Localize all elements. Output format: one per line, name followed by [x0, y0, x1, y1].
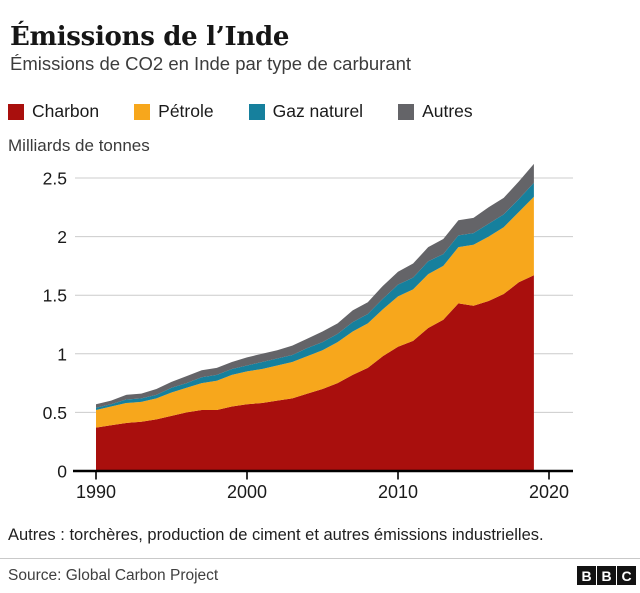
source-credit: Source: Global Carbon Project: [8, 566, 219, 584]
x-tick-label: 2000: [227, 482, 267, 502]
bbc-logo-letter: C: [617, 566, 636, 585]
legend-label: Gaz naturel: [272, 101, 364, 121]
legend-label: Autres: [422, 101, 473, 121]
chart-subtitle: Émissions de CO2 en Inde par type de car…: [10, 53, 412, 74]
y-tick-label: 0: [57, 462, 67, 482]
page-title: Émissions de l’Inde: [10, 22, 290, 53]
x-tick-label: 2020: [529, 482, 569, 502]
legend-label: Charbon: [32, 101, 100, 121]
legend-item-petrole: Pétrole: [134, 101, 214, 122]
autres-color-swatch: [398, 103, 415, 120]
legend-item-charbon: Charbon: [8, 101, 99, 122]
area-charbon: [96, 275, 534, 471]
bbc-logo: B B C: [577, 566, 636, 585]
x-tick-label: 2010: [378, 482, 418, 502]
bbc-logo-letter: B: [577, 566, 596, 585]
y-tick-label: 0.5: [43, 403, 67, 423]
legend-item-gaz-naturel: Gaz naturel: [248, 101, 364, 122]
area-pétrole: [96, 196, 534, 428]
chart-legend: Charbon Pétrole Gaz naturel Autres: [8, 101, 473, 122]
chart-footnote: Autres : torchères, production de ciment…: [8, 526, 544, 544]
y-tick-label: 1: [57, 344, 67, 364]
bbc-logo-letter: B: [597, 566, 616, 585]
emissions-stacked-area-chart: 1990 2000 2010 2020 0 0.5 1 1.5 2 2.5: [43, 163, 573, 502]
gaz-naturel-color-swatch: [248, 103, 265, 120]
y-tick-label: 1.5: [43, 286, 67, 306]
legend-label: Pétrole: [158, 101, 214, 121]
footer-divider: [0, 558, 640, 559]
x-tick-label: 1990: [76, 482, 116, 502]
y-tick-label: 2: [57, 227, 67, 247]
petrole-color-swatch: [134, 103, 151, 120]
y-axis-unit-label: Milliards de tonnes: [8, 136, 150, 155]
charbon-color-swatch: [8, 103, 24, 120]
legend-item-autres: Autres: [398, 101, 473, 122]
source-row: Source: Global Carbon Project B B C: [8, 566, 636, 585]
y-tick-label: 2.5: [43, 169, 67, 189]
